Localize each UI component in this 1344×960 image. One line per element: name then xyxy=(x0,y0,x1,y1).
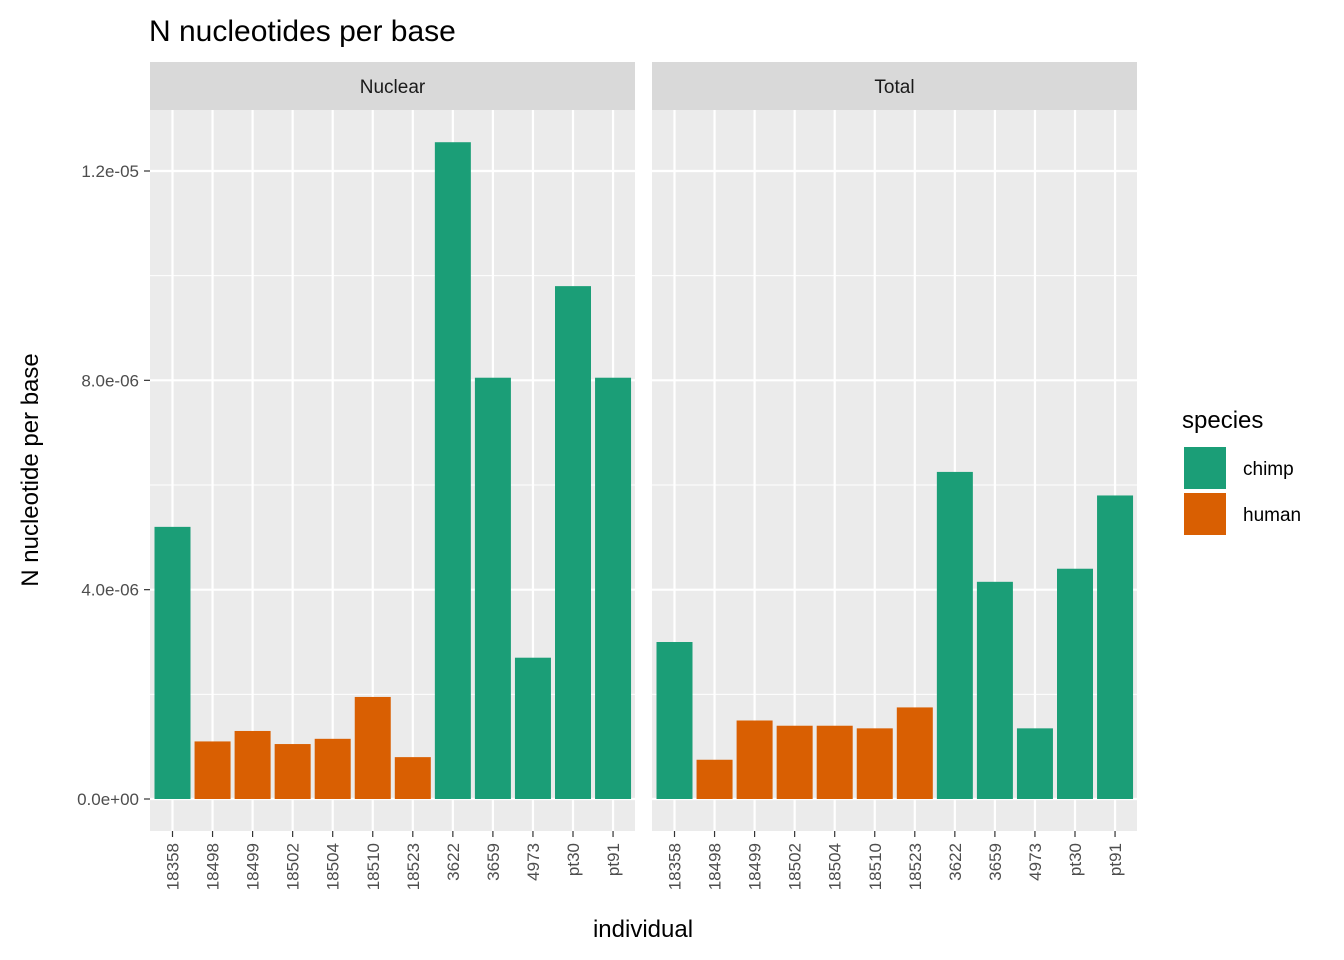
x-tick-label: 18504 xyxy=(324,843,343,890)
plot-area: 0.0e+00 4.0e-06 8.0e-06 1.2e-05 Nuclear 18358… xyxy=(77,62,1137,890)
legend-swatch-chimp xyxy=(1184,447,1226,489)
bar xyxy=(776,725,813,799)
x-tick-label: 18523 xyxy=(404,843,423,890)
bar xyxy=(736,720,773,799)
x-tick-label: 3659 xyxy=(986,843,1005,881)
bar xyxy=(595,377,632,799)
chart-title: N nucleotides per base xyxy=(149,15,456,48)
x-tick-label: 18358 xyxy=(666,843,685,890)
x-tick-label: pt91 xyxy=(1106,843,1125,876)
bar xyxy=(856,728,893,799)
x-tick-label: 18502 xyxy=(284,843,303,890)
bar xyxy=(194,741,231,799)
y-tick-label: 4.0e-06 xyxy=(81,581,139,600)
x-tick-label: 18498 xyxy=(204,843,223,890)
x-tick-label: 18499 xyxy=(746,843,765,890)
bar xyxy=(434,142,471,799)
bar xyxy=(1016,728,1053,799)
x-tick-label: 18510 xyxy=(866,843,885,890)
x-tick-label: 3622 xyxy=(946,843,965,881)
bar xyxy=(314,738,351,799)
x-tick-label: 18510 xyxy=(364,843,383,890)
y-tick-label: 0.0e+00 xyxy=(77,790,139,809)
x-tick-label: pt91 xyxy=(604,843,623,876)
bar xyxy=(936,471,973,799)
bar xyxy=(1097,495,1134,799)
legend-swatch-human xyxy=(1184,493,1226,535)
legend-label-human: human xyxy=(1243,505,1301,526)
facet-strip xyxy=(652,62,1137,110)
x-tick-label: 3659 xyxy=(484,843,503,881)
x-tick-label: 4973 xyxy=(1026,843,1045,881)
legend-label-chimp: chimp xyxy=(1243,459,1294,480)
bar xyxy=(555,286,591,800)
bar xyxy=(354,696,391,799)
panel-background xyxy=(150,110,635,831)
panel-nuclear: Nuclear 18358 18498 18499 18502 18504 18510 185… xyxy=(150,62,635,890)
x-tick-label: 18502 xyxy=(786,843,805,890)
facet-strip xyxy=(150,62,635,110)
panel-total: Total 18358 18498 18499 18502 18504 18510 18523… xyxy=(652,62,1137,890)
x-axis-label: individual xyxy=(593,916,693,943)
y-tick-label: 1.2e-05 xyxy=(81,162,139,181)
bar xyxy=(394,757,431,799)
x-tick-label: 18499 xyxy=(244,843,263,890)
x-tick-label: 18498 xyxy=(706,843,725,890)
panel-background xyxy=(652,110,1137,831)
x-tick-label: 18523 xyxy=(906,843,925,890)
x-tick-label: 4973 xyxy=(524,843,543,881)
y-tick-label: 8.0e-06 xyxy=(81,371,139,390)
bar xyxy=(816,725,853,799)
bar xyxy=(514,657,551,799)
legend: species chimp human xyxy=(1182,407,1301,535)
x-tick-label: pt30 xyxy=(564,843,583,876)
bar xyxy=(696,759,733,799)
bar xyxy=(474,377,511,799)
x-tick-label: 18358 xyxy=(164,843,183,890)
legend-title: species xyxy=(1182,407,1263,434)
bar xyxy=(1057,568,1093,799)
bar xyxy=(656,642,693,799)
x-tick-label: 3622 xyxy=(444,843,463,881)
x-tick-label: pt30 xyxy=(1066,843,1085,876)
bar xyxy=(976,581,1013,799)
bar xyxy=(154,526,191,799)
bar xyxy=(234,730,271,799)
bar xyxy=(896,707,933,799)
bar xyxy=(274,744,311,799)
x-tick-label: 18504 xyxy=(826,843,845,890)
facet-strip-label: Total xyxy=(874,77,914,98)
y-axis-label: N nucleotide per base xyxy=(17,353,44,586)
facet-strip-label: Nuclear xyxy=(360,77,426,98)
